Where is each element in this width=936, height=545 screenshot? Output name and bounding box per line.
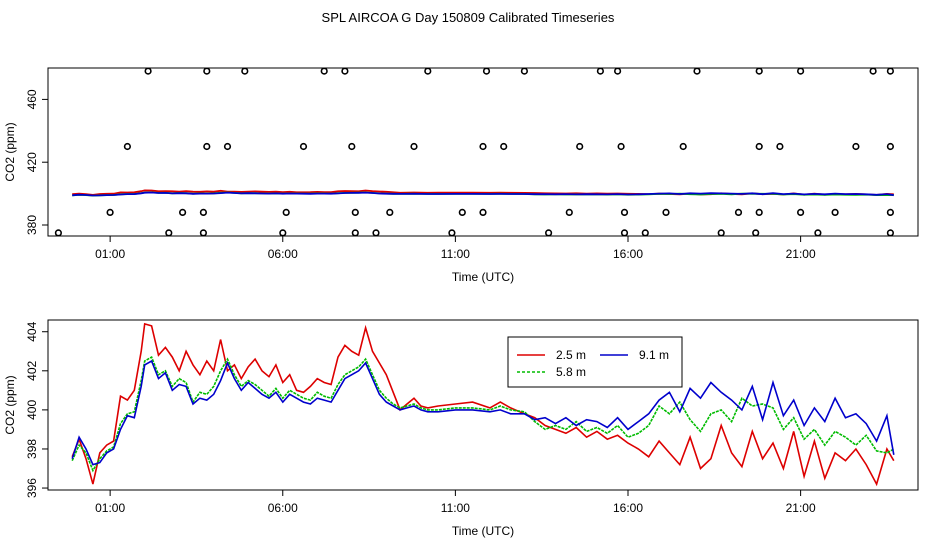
top-scatter-point (796, 208, 805, 216)
top-scatter-point (852, 142, 860, 151)
bottom-ytick-label: 400 (25, 400, 39, 420)
top-ytick-label: 460 (25, 89, 39, 109)
top-scatter-point (458, 208, 466, 216)
top-scatter-point (886, 208, 895, 216)
top-scatter-point (500, 142, 508, 151)
top-scatter-point (448, 229, 456, 237)
top-scatter-point (341, 67, 349, 75)
legend-label-2-5m: 2.5 m (556, 348, 586, 362)
bottom-xtick-label: 06:00 (268, 501, 298, 515)
top-scatter-point (734, 208, 743, 216)
bottom-ytick-label: 404 (25, 321, 39, 341)
top-panel: 01:00 06:00 11:00 16:00 21:00 380 420 460 CO2 (… (3, 67, 919, 284)
top-scatter-point (886, 142, 895, 151)
top-scatter-point (617, 142, 625, 151)
top-scatter-point (144, 67, 152, 75)
top-scatter-point (482, 67, 491, 75)
top-scatter-point (620, 208, 629, 216)
bottom-panel: 01:00 06:00 11:00 16:00 21:00 396 398 400 402 404… (3, 319, 919, 538)
top-scatter-point (576, 142, 584, 151)
top-scatter-point (165, 229, 173, 237)
top-scatter-point (886, 67, 895, 75)
bottom-series-line-25m (71, 322, 895, 487)
top-scatter-point (755, 67, 763, 75)
bottom-xtick-label: 16:00 (613, 501, 643, 515)
top-scatter-point (203, 142, 211, 151)
top-series-line-91m (72, 191, 894, 197)
top-ytick-label: 380 (25, 215, 39, 235)
top-scatter-point (613, 67, 622, 75)
top-scatter-point (620, 229, 629, 237)
legend: 2.5 m 9.1 m 5.8 m (507, 336, 683, 388)
top-xtick-label: 16:00 (613, 247, 643, 261)
top-scatter-point (299, 142, 308, 151)
top-scatter-point (641, 229, 649, 237)
top-scatter-point (679, 142, 687, 151)
legend-box (507, 336, 683, 388)
top-scatter-point (223, 142, 232, 151)
bottom-series-line-91m (71, 359, 895, 466)
legend-label-9-1m: 9.1 m (639, 348, 669, 362)
bottom-xtick-label: 01:00 (95, 501, 125, 515)
bottom-series-line-58m (71, 355, 895, 473)
top-scatter-point (752, 229, 760, 237)
bottom-plot-frame (47, 319, 919, 491)
top-xtick-label: 21:00 (786, 247, 816, 261)
top-scatter-point (123, 142, 131, 151)
top-scatter-point (199, 208, 207, 216)
top-scatter-point (282, 208, 290, 216)
legend-label-5-8m: 5.8 m (556, 365, 586, 379)
top-scatter-point (479, 208, 487, 216)
top-scatter-point (814, 229, 822, 237)
top-scatter-point (351, 229, 359, 237)
top-scatter-point (693, 67, 701, 75)
top-scatter-point (596, 67, 605, 75)
bottom-ytick-label: 402 (25, 360, 39, 380)
top-xtick-label: 11:00 (441, 247, 470, 261)
bottom-ylabel: CO2 (ppm) (3, 375, 17, 434)
top-scatter-point (348, 142, 356, 151)
top-scatter-point (479, 142, 487, 151)
top-scatter-point (54, 229, 63, 237)
top-plot-frame (47, 67, 919, 237)
figure-title: SPL AIRCOA G Day 150809 Calibrated Times… (322, 10, 615, 25)
top-scatter-point (203, 67, 211, 75)
top-scatter-point (372, 229, 380, 237)
top-scatter-point (424, 67, 432, 75)
top-scatter-point (279, 229, 287, 237)
top-scatter-point (320, 67, 328, 75)
top-ytick-label: 420 (25, 152, 39, 172)
top-scatter-point (544, 229, 553, 237)
top-scatter-point (241, 67, 249, 75)
top-scatter-point (106, 208, 114, 216)
top-scatter-point (886, 229, 895, 237)
top-scatter-point (869, 67, 877, 75)
top-scatter-point (831, 208, 839, 216)
top-xtick-label: 06:00 (268, 247, 298, 261)
top-scatter-point (199, 229, 207, 237)
top-xlabel: Time (UTC) (452, 270, 514, 284)
bottom-xtick-label: 11:00 (441, 501, 470, 515)
bottom-xlabel: Time (UTC) (452, 524, 514, 538)
bottom-ytick-label: 398 (25, 439, 39, 459)
top-scatter-point (410, 142, 418, 151)
top-scatter-point (776, 142, 784, 151)
top-scatter-point (520, 67, 529, 75)
bottom-ytick-label: 396 (25, 478, 39, 498)
top-scatter-point (565, 208, 573, 216)
top-scatter-point (755, 208, 763, 216)
top-ylabel: CO2 (ppm) (3, 122, 17, 181)
top-scatter-point (351, 208, 359, 216)
top-xtick-label: 01:00 (95, 247, 125, 261)
top-scatter-point (662, 208, 670, 216)
top-scatter-point (179, 208, 187, 216)
top-scatter-point (755, 142, 763, 151)
bottom-xtick-label: 21:00 (786, 501, 816, 515)
top-scatter-point (796, 67, 805, 75)
top-scatter-point (386, 208, 394, 216)
top-scatter-point (717, 229, 725, 237)
